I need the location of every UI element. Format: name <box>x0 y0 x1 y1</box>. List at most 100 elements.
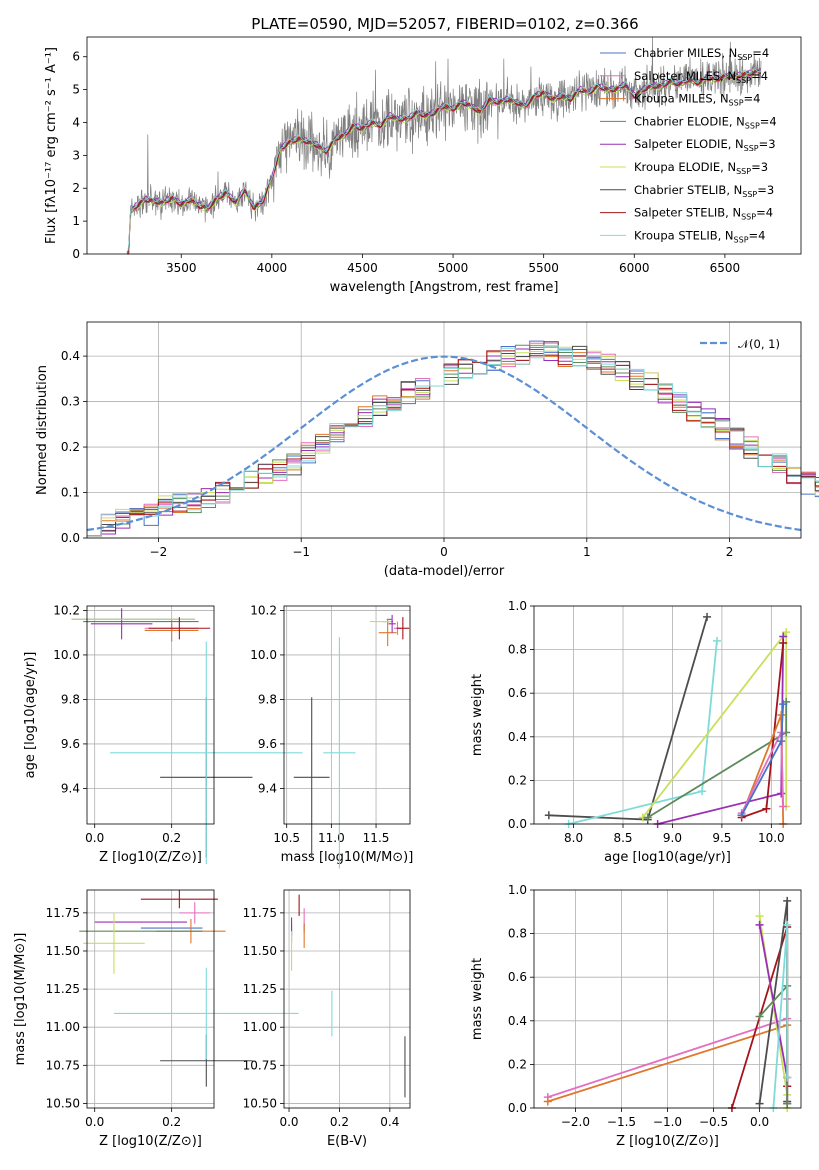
y-tick-label: 0.1 <box>61 486 80 500</box>
model-line-salpeter_stelib <box>126 70 761 255</box>
model-line-kroupa_stelib <box>126 68 762 252</box>
x-axis-label: E(B-V) <box>327 1134 367 1149</box>
y-tick-label: 11.25 <box>46 982 80 996</box>
y-tick-label: 0.8 <box>508 927 527 941</box>
x-tick-label: 0 <box>440 545 448 559</box>
age-vs-mass-panel: 10.5 11.0 11.5 9.4 9.6 9.8 10.0 10.2 mass [log10… <box>250 603 414 869</box>
y-tick-label: 0.2 <box>61 440 80 454</box>
weight-marker-kroupa_stelib <box>712 636 721 645</box>
axes-frame <box>533 889 802 1109</box>
mass-vs-ebv-panel: 0.0 0.2 0.4 10.50 10.75 11.00 11.25 11.50 11.75 E… <box>243 889 411 1149</box>
weight-line-salpeter_miles <box>740 732 785 814</box>
x-axis-label: wavelength [Angstrom, rest frame] <box>330 280 559 295</box>
y-axis-label: mass weight <box>470 674 485 756</box>
y-tick-label: 4 <box>72 115 80 129</box>
y-axis-label: Normed distribution <box>35 365 50 495</box>
weight-marker-chabrier_stelib <box>783 896 792 905</box>
x-axis-label: mass [log10(M/M⊙)] <box>281 850 414 865</box>
y-tick-label: 11.75 <box>46 906 80 920</box>
y-tick-label: 9.6 <box>258 737 277 751</box>
x-tick-label: 1 <box>583 545 591 559</box>
y-axis-label: mass weight <box>470 958 485 1040</box>
y-tick-label: 0.0 <box>61 531 80 545</box>
weight-marker-kroupa_elodie <box>755 912 764 921</box>
legend-label-salpeter_stelib: Salpeter STELIB, NSSP=4 <box>634 206 773 222</box>
axes-frame <box>86 36 802 255</box>
age-vs-metallicity-panel: 0.0 0.2 9.4 9.6 9.8 10.0 10.2 Z [log10(Z/Z⊙)] ag… <box>23 603 303 865</box>
y-tick-label: 11.50 <box>243 944 277 958</box>
y-tick-label: 10.0 <box>53 648 80 662</box>
weight-marker-salpeter_elodie <box>755 920 764 929</box>
x-tick-label: 4500 <box>347 261 378 275</box>
weight-marker-chabrier_stelib <box>544 811 553 820</box>
legend-label-kroupa_stelib: Kroupa STELIB, NSSP=4 <box>634 228 765 244</box>
legend-label-chabrier_elodie: Chabrier ELODIE, NSSP=4 <box>634 114 777 130</box>
x-tick-label: 11.5 <box>363 831 390 845</box>
x-tick-label: 8.5 <box>613 831 632 845</box>
weight-marker-kroupa_stelib <box>698 787 707 796</box>
weight-marker-kroupa_stelib <box>783 920 792 929</box>
y-tick-label: 11.00 <box>243 1020 277 1034</box>
y-tick-label: 0.8 <box>508 643 527 657</box>
y-tick-label: 9.6 <box>61 737 80 751</box>
y-axis-label: Flux [fλ10⁻¹⁷ erg cm⁻² s⁻¹ A⁻¹] <box>44 47 59 244</box>
x-tick-label: 0.2 <box>162 1115 181 1129</box>
weight-marker-kroupa_elodie <box>782 628 791 637</box>
x-tick-label: 0.0 <box>750 1115 769 1129</box>
weight-marker-salpeter_miles <box>779 802 788 811</box>
x-tick-label: 6000 <box>619 261 650 275</box>
legend-label-salpeter_elodie: Salpeter ELODIE, NSSP=3 <box>634 137 776 153</box>
model-line-salpeter_elodie <box>126 67 761 254</box>
y-tick-label: 9.8 <box>258 692 277 706</box>
y-tick-label: 0.6 <box>508 686 527 700</box>
x-tick-label: 11.0 <box>318 831 345 845</box>
y-tick-label: 2 <box>72 181 80 195</box>
axes-frame <box>86 321 802 539</box>
x-tick-label: 0.0 <box>279 1115 298 1129</box>
x-tick-label: 0.0 <box>85 831 104 845</box>
x-tick-label: −0.5 <box>699 1115 728 1129</box>
x-tick-label: 5000 <box>438 261 469 275</box>
x-tick-label: 0.2 <box>162 831 181 845</box>
weight-marker-chabrier_elodie <box>755 1012 764 1021</box>
x-tick-label: −1 <box>292 545 310 559</box>
y-tick-label: 11.50 <box>46 944 80 958</box>
y-tick-label: 9.8 <box>61 692 80 706</box>
y-tick-label: 0.4 <box>508 730 527 744</box>
histogram-step-chabrier_elodie <box>87 344 819 537</box>
weight-marker-kroupa_miles <box>543 1097 552 1106</box>
legend-label-chabrier_miles: Chabrier MILES, NSSP=4 <box>634 46 769 62</box>
y-tick-label: 0.3 <box>61 395 80 409</box>
y-tick-label: 11.75 <box>243 906 277 920</box>
y-tick-label: 0.2 <box>508 773 527 787</box>
y-tick-label: 1 <box>72 214 80 228</box>
x-axis-label: Z [log10(Z/Z⊙)] <box>99 1134 202 1149</box>
weight-marker-chabrier_elodie <box>643 813 652 822</box>
axes-frame <box>86 889 215 1109</box>
y-tick-label: 0.6 <box>508 970 527 984</box>
axes-frame <box>283 889 411 1109</box>
x-tick-label: 10.5 <box>273 831 300 845</box>
mass-weight-vs-age-panel: 8.0 8.5 9.0 9.5 10.0 0.0 0.2 0.4 0.6 0.8 1.0 age [l… <box>470 599 802 865</box>
histogram-step-salpeter_elodie <box>87 348 819 537</box>
mass-weight-vs-metallicity-panel: −2.0 −1.5 −1.0 −0.5 0.0 0.0 0.2 0.4 0.6 0.8 1.0 Z [… <box>470 883 802 1149</box>
weight-marker-salpeter_stelib <box>762 804 771 813</box>
weight-marker-chabrier_stelib <box>703 612 712 621</box>
y-tick-label: 9.4 <box>61 781 80 795</box>
legend-label-salpeter_miles: Salpeter MILES, NSSP=4 <box>634 69 768 85</box>
x-tick-label: −2.0 <box>561 1115 590 1129</box>
y-tick-label: 0.4 <box>61 349 80 363</box>
y-tick-label: 6 <box>72 50 80 64</box>
y-tick-label: 11.25 <box>243 982 277 996</box>
x-axis-label: (data-model)/error <box>384 564 505 579</box>
x-tick-label: 2 <box>726 545 734 559</box>
x-tick-label: −1.0 <box>653 1115 682 1129</box>
y-tick-label: 5 <box>72 83 80 97</box>
x-tick-label: 0.0 <box>85 1115 104 1129</box>
weight-marker-salpeter_elodie <box>777 789 786 798</box>
x-tick-label: 9.0 <box>663 831 682 845</box>
weight-line-salpeter_stelib <box>741 643 785 819</box>
weight-marker-salpeter_stelib <box>779 639 788 648</box>
x-axis-label: Z [log10(Z/Z⊙)] <box>616 1134 719 1149</box>
